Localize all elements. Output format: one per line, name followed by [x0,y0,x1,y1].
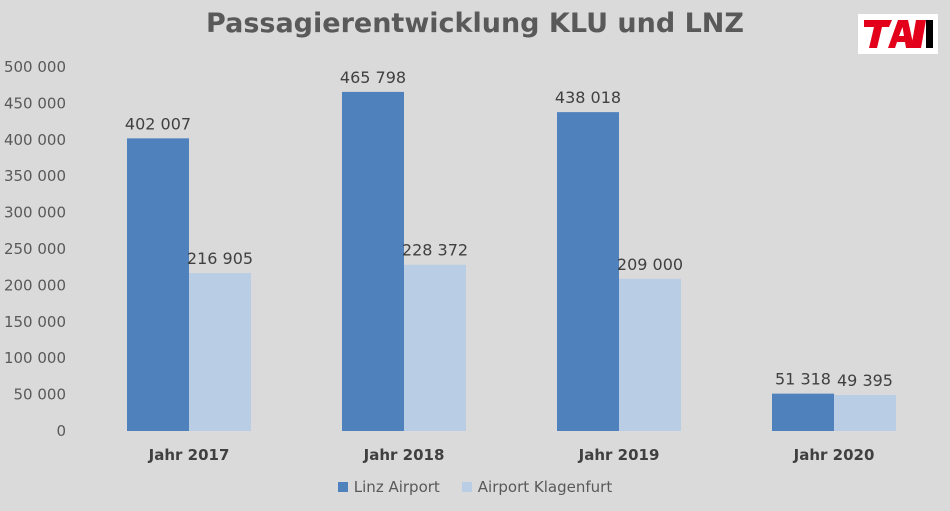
bar-klagenfurt [619,278,681,431]
y-tick-label: 50 000 [14,386,67,404]
tai-logo [858,14,938,54]
y-tick-label: 300 000 [4,204,66,222]
y-tick-label: 200 000 [4,276,66,294]
y-tick-label: 100 000 [4,349,66,367]
bar-klagenfurt [404,264,466,431]
y-axis: 0 50 000 100 000 150 000 200 000 250 000 300 0… [4,58,66,440]
y-tick-label: 0 [56,422,66,440]
legend-item-klagenfurt: Airport Klagenfurt [461,478,613,496]
data-label: 465 798 [340,68,406,87]
legend-label-klagenfurt: Airport Klagenfurt [477,478,613,496]
y-tick-label: 500 000 [4,58,66,76]
bar-linz [127,138,189,431]
data-label: 51 318 [775,370,831,389]
bar-klagenfurt [834,395,896,431]
legend-item-linz: Linz Airport [337,478,440,496]
x-category-label: Jahr 2020 [793,446,875,464]
data-label: 216 905 [187,249,253,268]
bar-klagenfurt [189,273,251,431]
legend: Linz Airport Airport Klagenfurt [0,478,950,496]
data-label: 228 372 [402,241,468,260]
y-tick-label: 400 000 [4,131,66,149]
legend-label-linz: Linz Airport [353,478,440,496]
x-axis: Jahr 2017 Jahr 2018 Jahr 2019 Jahr 2020 [148,446,875,464]
bar-linz [772,393,834,431]
data-label: 209 000 [617,255,683,274]
y-tick-label: 350 000 [4,167,66,185]
data-label: 402 007 [125,114,191,133]
data-label: 438 018 [555,88,621,107]
legend-swatch-klagenfurt [461,482,472,492]
x-category-label: Jahr 2019 [578,446,660,464]
bar-linz [342,91,404,432]
data-label: 49 395 [837,371,893,390]
legend-swatch-linz [337,482,348,492]
bars: 402 007 216 905 465 798 228 372 438 018 209 0… [125,68,896,432]
y-tick-label: 250 000 [4,240,66,258]
y-tick-label: 450 000 [4,94,66,112]
y-tick-label: 150 000 [4,313,66,331]
x-category-label: Jahr 2017 [148,446,230,464]
bar-linz [557,112,619,431]
chart-title: Passagierentwicklung KLU und LNZ [206,8,744,39]
x-category-label: Jahr 2018 [363,446,445,464]
